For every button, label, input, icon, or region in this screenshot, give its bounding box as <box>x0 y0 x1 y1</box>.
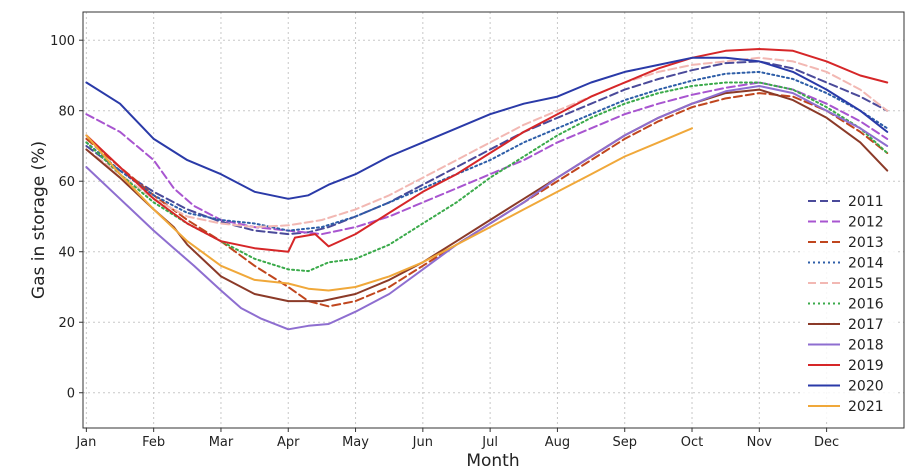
y-tick-label: 20 <box>58 316 75 331</box>
legend-label-2017: 2017 <box>848 317 884 333</box>
x-tick-label: May <box>342 435 369 450</box>
series-line-2012 <box>85 81 889 236</box>
series-line-2015 <box>85 56 889 229</box>
legend-label-2019: 2019 <box>848 358 884 374</box>
x-tick-label: Feb <box>142 435 165 450</box>
legend-label-2015: 2015 <box>848 276 884 292</box>
plot-frame <box>82 11 905 429</box>
series-line-2014 <box>85 70 889 232</box>
y-tick-label: 80 <box>58 105 75 120</box>
series-line-2020 <box>85 56 889 200</box>
y-tick-label: 100 <box>50 34 75 49</box>
legend-label-2021: 2021 <box>848 399 884 415</box>
x-tick-label: Sep <box>612 435 637 450</box>
y-axis-title: Gas in storage (%) <box>29 141 49 299</box>
grid <box>83 12 904 428</box>
x-tick-label: Jan <box>75 435 96 450</box>
legend-label-2012: 2012 <box>848 215 884 231</box>
legend-label-2016: 2016 <box>848 297 884 313</box>
x-tick-label: Apr <box>277 435 300 450</box>
legend: 2011 2012 2013 2014 2015 2016 2017 2018 2019 2020… <box>802 187 898 421</box>
series-line-2018 <box>85 85 889 331</box>
legend-label-2011: 2011 <box>848 194 884 210</box>
y-axis: 0 20 40 60 80 100 <box>50 34 83 402</box>
x-tick-label: Oct <box>681 435 703 450</box>
legend-label-2013: 2013 <box>848 235 884 251</box>
legend-label-2018: 2018 <box>848 338 884 354</box>
x-tick-label: Nov <box>747 435 773 450</box>
x-axis: Jan Feb Mar Apr May Jun Jul Aug Sep Oct Nov Dec <box>75 428 839 450</box>
legend-label-2020: 2020 <box>848 379 884 395</box>
series-line-2021 <box>85 127 693 292</box>
y-tick-label: 40 <box>58 246 75 261</box>
x-axis-title: Month <box>466 451 519 470</box>
series-line-2017 <box>85 88 889 303</box>
y-tick-label: 0 <box>67 387 75 402</box>
legend-label-2014: 2014 <box>848 256 884 272</box>
x-tick-label: Aug <box>545 435 570 450</box>
series-line-2019 <box>85 48 889 253</box>
y-tick-label: 60 <box>58 175 75 190</box>
series-line-2016 <box>85 81 889 273</box>
x-tick-label: Jun <box>412 435 433 450</box>
x-tick-label: Dec <box>814 435 839 450</box>
x-tick-label: Jul <box>481 435 498 450</box>
series-layer <box>85 48 889 331</box>
x-tick-label: Mar <box>209 435 234 450</box>
